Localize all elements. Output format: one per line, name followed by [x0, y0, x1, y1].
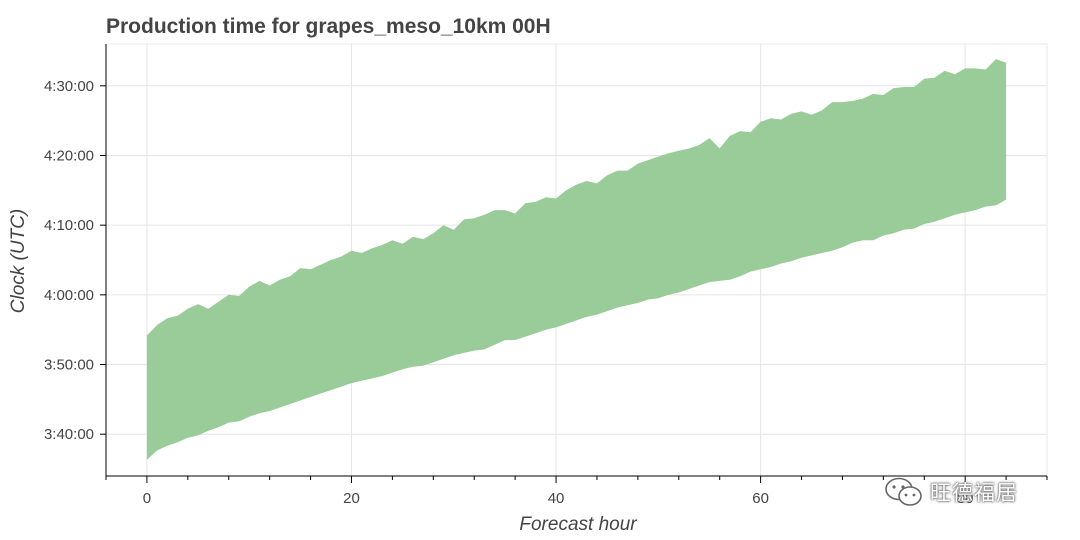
y-axis-ticks: 3:40:00 3:50:00 4:00:00 4:10:00 4:20:00 4:30:… — [44, 78, 106, 443]
y-tick-label: 4:20:00 — [44, 147, 94, 164]
x-tick-label: 0 — [143, 490, 151, 507]
y-tick-label: 4:00:00 — [44, 287, 94, 304]
production-time-band — [146, 59, 1007, 460]
y-tick-label: 3:40:00 — [44, 426, 94, 443]
y-axis-title: Clock (UTC) — [8, 209, 29, 314]
x-axis-title: Forecast hour — [519, 514, 637, 535]
y-tick-label: 4:30:00 — [44, 78, 94, 95]
watermark: 旺德福居 — [884, 474, 1018, 510]
x-tick-label: 60 — [752, 490, 769, 507]
x-tick-label: 20 — [343, 490, 360, 507]
y-tick-label: 3:50:00 — [44, 357, 94, 374]
watermark-text: 旺德福居 — [930, 481, 1018, 505]
x-axis-ticks: 0 20 40 60 80 — [105, 476, 1048, 507]
x-tick-label: 40 — [548, 490, 565, 507]
y-tick-label: 4:10:00 — [44, 217, 94, 234]
chart-title: Production time for grapes_meso_10km 00H — [106, 15, 551, 38]
wechat-icon — [885, 477, 922, 506]
x-tick-label: 80 — [957, 490, 974, 507]
